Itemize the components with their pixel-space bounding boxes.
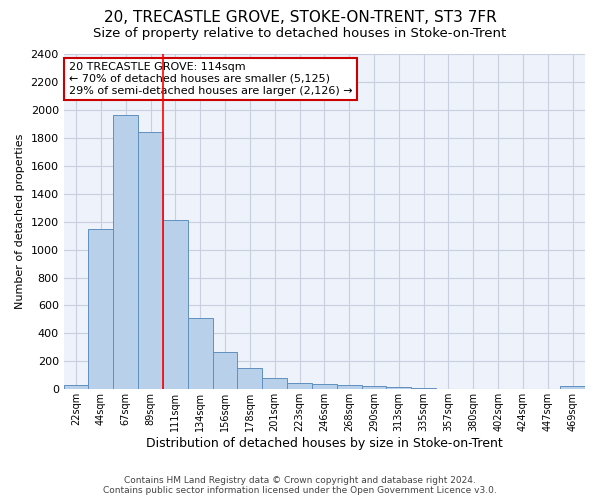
Bar [436,388,461,390]
Bar [337,385,362,390]
Bar [138,132,163,390]
Text: 20 TRECASTLE GROVE: 114sqm
← 70% of detached houses are smaller (5,125)
29% of s: 20 TRECASTLE GROVE: 114sqm ← 70% of deta… [69,62,353,96]
Bar [262,378,287,390]
Bar [386,387,411,390]
Bar [113,116,138,390]
Bar [461,388,485,390]
Bar [188,318,212,390]
Bar [64,385,88,390]
Bar [560,386,585,390]
Y-axis label: Number of detached properties: Number of detached properties [15,134,25,310]
Bar [163,220,188,390]
Bar [485,388,511,390]
Bar [312,384,337,390]
Bar [362,386,386,390]
Bar [287,383,312,390]
Text: 20, TRECASTLE GROVE, STOKE-ON-TRENT, ST3 7FR: 20, TRECASTLE GROVE, STOKE-ON-TRENT, ST3… [104,10,496,25]
Bar [411,388,436,390]
Bar [212,352,238,390]
Bar [238,368,262,390]
Text: Size of property relative to detached houses in Stoke-on-Trent: Size of property relative to detached ho… [94,28,506,40]
Text: Contains HM Land Registry data © Crown copyright and database right 2024.
Contai: Contains HM Land Registry data © Crown c… [103,476,497,495]
Bar [88,228,113,390]
X-axis label: Distribution of detached houses by size in Stoke-on-Trent: Distribution of detached houses by size … [146,437,503,450]
